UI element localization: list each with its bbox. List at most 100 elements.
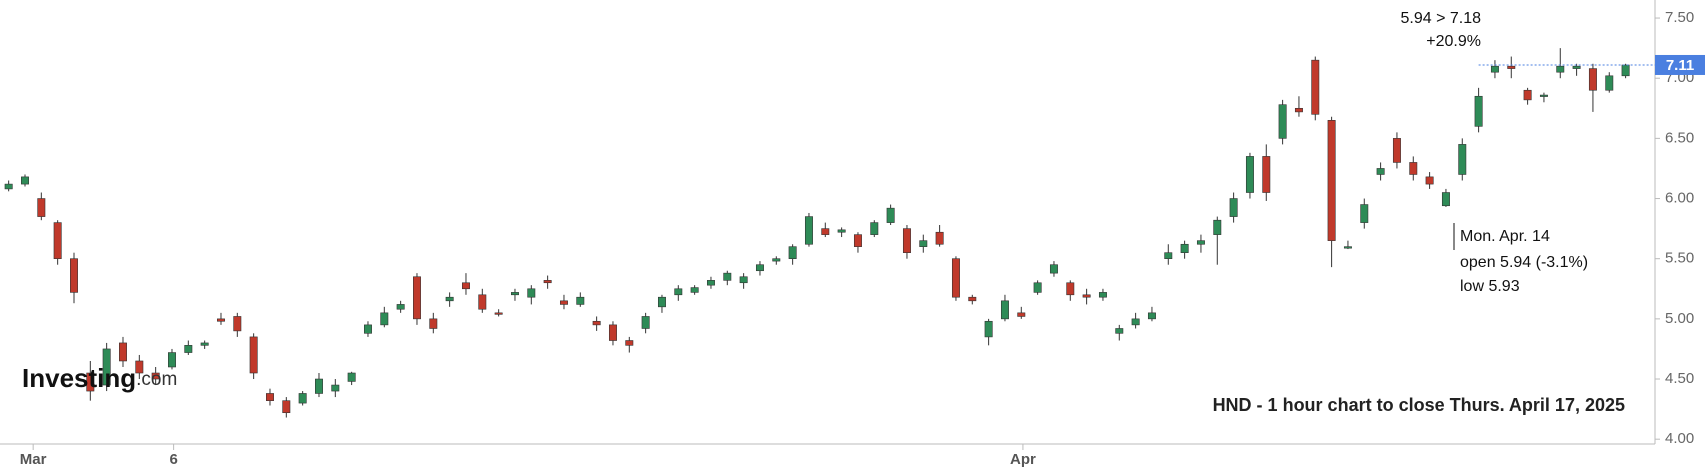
- candle-body: [1180, 243, 1189, 253]
- candle-body: [723, 272, 732, 281]
- candle-body: [86, 372, 95, 392]
- candle-body: [674, 288, 683, 296]
- candle-body: [380, 312, 389, 326]
- candle-body: [625, 340, 634, 346]
- candle-body: [788, 246, 797, 259]
- candle-body: [168, 352, 176, 368]
- candle-body: [739, 276, 748, 284]
- candle-body: [1621, 64, 1630, 77]
- candle-body: [282, 400, 291, 414]
- candle-body: [331, 384, 340, 392]
- callout: open 5.94 (-3.1%): [1460, 254, 1588, 271]
- candle-body: [249, 336, 258, 374]
- candle-body: [200, 342, 209, 346]
- x-tick-label: Apr: [1010, 451, 1036, 468]
- candle-body: [1458, 144, 1467, 175]
- candle-body: [1213, 219, 1222, 235]
- candle-body: [1605, 75, 1614, 91]
- logo-name: Investing: [22, 363, 136, 393]
- candle-body: [608, 324, 617, 341]
- candle-body: [657, 296, 666, 308]
- candle-body: [837, 229, 846, 233]
- candle-body: [1311, 59, 1320, 115]
- candle-body: [690, 287, 699, 293]
- candle-body: [886, 207, 895, 223]
- candle-body: [1556, 65, 1565, 73]
- candle-body: [298, 393, 307, 404]
- candle-body: [592, 320, 601, 326]
- candle-body: [1066, 282, 1075, 296]
- x-tick-label: 6: [169, 451, 177, 468]
- last-price-box: [1655, 54, 1705, 75]
- candle-body: [1294, 107, 1303, 113]
- candle-body: [233, 316, 242, 332]
- candle-body: [315, 378, 323, 394]
- y-tick-label: 4.00: [1665, 430, 1694, 447]
- candle-body: [1409, 162, 1418, 175]
- candle-body: [543, 280, 552, 284]
- candle-body: [119, 342, 127, 362]
- candle-body: [804, 216, 813, 245]
- candle-body: [21, 176, 29, 185]
- plot: [4, 48, 1630, 418]
- candle-body: [772, 258, 781, 262]
- candle-body: [1229, 198, 1238, 217]
- candle-body: [527, 288, 536, 298]
- candle-body: [151, 372, 160, 380]
- caption: HND - 1 hour chart to close Thurs. April…: [1213, 395, 1625, 415]
- annotation: +20.9%: [1426, 33, 1481, 50]
- candle-body: [1343, 246, 1352, 249]
- candle-body: [1588, 68, 1597, 91]
- candle-body: [1164, 252, 1173, 259]
- y-tick-label: 5.00: [1665, 310, 1694, 327]
- candle-body: [184, 345, 193, 353]
- candle-body: [1441, 192, 1450, 207]
- candle-body: [1098, 292, 1107, 298]
- candle-body: [951, 258, 960, 298]
- candle-body: [4, 183, 13, 190]
- candle-body: [1539, 94, 1548, 97]
- logo: Investing.com: [22, 363, 177, 393]
- candle-body: [1017, 312, 1026, 317]
- candle-body: [870, 222, 879, 235]
- candle-body: [935, 231, 944, 245]
- y-tick-label: 6.00: [1665, 190, 1694, 207]
- candle-body: [1033, 282, 1042, 293]
- candle-body: [135, 360, 144, 374]
- candle-body: [494, 312, 503, 315]
- candle-body: [1474, 95, 1483, 127]
- candle-body: [1245, 156, 1254, 193]
- candle-body: [1523, 89, 1532, 101]
- candle-body: [1000, 300, 1009, 320]
- candle-body: [1376, 168, 1385, 175]
- y-tick-label: 4.50: [1665, 370, 1694, 387]
- candle-body: [102, 348, 111, 386]
- x-tick-label: Mar: [20, 451, 47, 468]
- candle-body: [1507, 65, 1516, 69]
- candle-body: [755, 264, 764, 272]
- candle-body: [853, 234, 862, 247]
- candle-body: [478, 294, 487, 310]
- candle-body: [1115, 328, 1124, 334]
- candle-body: [984, 320, 993, 338]
- candle-body: [1131, 318, 1140, 326]
- candle-body: [396, 304, 405, 310]
- candle-body: [641, 316, 650, 329]
- callout: low 5.93: [1460, 278, 1520, 295]
- candle-body: [1490, 65, 1499, 73]
- y-tick-label: 5.50: [1665, 250, 1694, 267]
- candle-body: [902, 228, 911, 253]
- candle-body: [1049, 264, 1058, 274]
- candle-body: [217, 318, 225, 322]
- candle-body: [1278, 104, 1287, 139]
- candle-body: [1425, 176, 1434, 185]
- candle-body: [1082, 294, 1091, 298]
- candle-body: [1147, 312, 1156, 320]
- candle-body: [1360, 204, 1369, 223]
- candle-body: [706, 280, 715, 286]
- candle-body: [347, 372, 356, 382]
- candle-body: [919, 240, 928, 247]
- candle-body: [968, 296, 977, 302]
- candle-body: [413, 276, 421, 320]
